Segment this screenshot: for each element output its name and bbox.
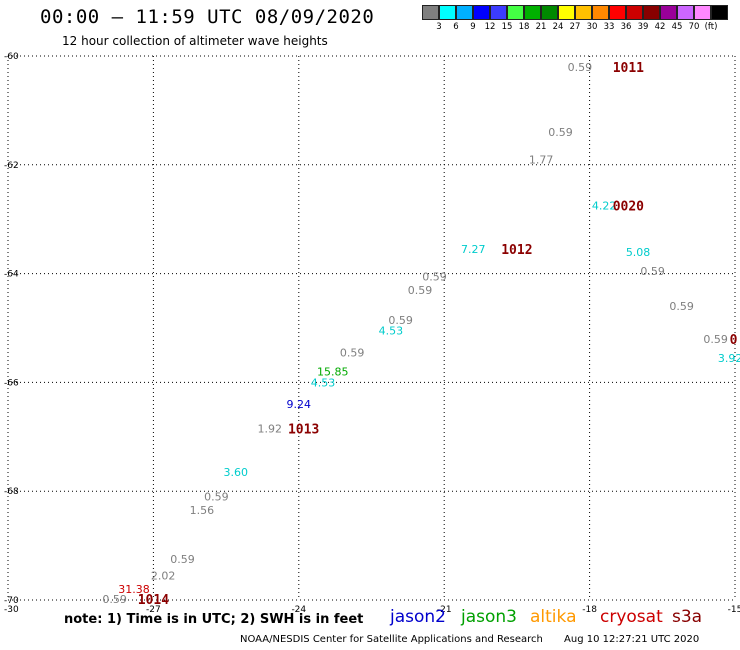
legend-swatch <box>592 5 609 20</box>
x-tick-label: -24 <box>291 605 306 615</box>
legend-labels: 3 6 9 12 15 18 21 24 27 30 33 36 39 42 45 70 (ft) <box>422 20 728 34</box>
pressure-label: 1014 <box>138 593 169 608</box>
legend-label: 39 <box>637 22 649 32</box>
pressure-label: 0 <box>730 333 738 348</box>
wave-height-label: 4.22 <box>592 200 617 213</box>
satellite-s3a: s3a <box>672 607 703 627</box>
wave-height-label: 5.08 <box>626 246 651 259</box>
footer: NOAA/NESDIS Center for Satellite Applica… <box>240 634 699 645</box>
x-tick-label: -18 <box>582 605 597 615</box>
y-tick-label: -62 <box>4 161 19 171</box>
legend-swatch <box>439 5 456 20</box>
pressure-label: 0020 <box>613 200 644 215</box>
legend-label: 12 <box>484 22 496 32</box>
legend-swatch <box>507 5 524 20</box>
wave-height-label: 0.59 <box>640 265 665 278</box>
legend-swatch <box>660 5 677 20</box>
wave-height-label: 0.59 <box>170 553 195 566</box>
pressure-label: 1011 <box>613 61 644 76</box>
legend-label: 45 <box>671 22 683 32</box>
legend-swatch <box>694 5 711 20</box>
x-tick-label: -15 <box>728 605 740 615</box>
wave-height-label: 1.92 <box>257 423 282 436</box>
map-title: 00:00 — 11:59 UTC 08/09/2020 <box>40 6 375 28</box>
legend-swatch <box>422 5 439 20</box>
y-tick-label: -66 <box>4 378 19 388</box>
y-tick-label: -70 <box>4 596 19 606</box>
legend-label: 15 <box>501 22 513 32</box>
legend-swatch <box>558 5 575 20</box>
legend-label: 33 <box>603 22 615 32</box>
wave-height-label: 2.02 <box>151 570 176 583</box>
legend-label: (ft) <box>704 22 718 32</box>
wave-height-label: 9.24 <box>287 398 312 411</box>
legend-swatch <box>711 5 728 20</box>
legend-label: 9 <box>470 22 476 32</box>
x-tick-label: -27 <box>146 605 161 615</box>
legend-swatch <box>575 5 592 20</box>
wave-height-label: 0.59 <box>102 593 127 606</box>
satellite-cryosat: cryosat <box>600 607 663 627</box>
legend-swatch <box>643 5 660 20</box>
wave-height-label: 0.59 <box>388 314 413 327</box>
legend-label: 3 <box>436 22 442 32</box>
legend-label: 36 <box>620 22 632 32</box>
wave-height-label: 0.59 <box>340 346 365 359</box>
satellite-jason3: jason3 <box>461 607 517 627</box>
wave-height-label: 4.53 <box>311 376 336 389</box>
wave-height-label: 3.60 <box>224 466 249 479</box>
wave-height-label: 0.59 <box>204 491 229 504</box>
pressure-label: 1012 <box>501 243 532 258</box>
wave-height-label: 15.85 <box>317 366 349 379</box>
satellite-jason2: jason2 <box>390 607 446 627</box>
legend-swatches <box>422 5 728 20</box>
footer-timestamp: Aug 10 12:27:21 UTC 2020 <box>564 634 700 645</box>
legend-label: 30 <box>586 22 598 32</box>
y-tick-label: -68 <box>4 487 19 497</box>
wave-height-label: 1.77 <box>529 153 554 166</box>
wave-height-label: 0.59 <box>703 333 728 346</box>
legend-swatch <box>473 5 490 20</box>
legend-label: 27 <box>569 22 581 32</box>
legend-swatch <box>524 5 541 20</box>
legend-swatch <box>456 5 473 20</box>
wave-height-label: 0.59 <box>669 300 694 313</box>
satellite-altika: altika <box>530 607 577 627</box>
legend-label: 24 <box>552 22 564 32</box>
legend-label: 6 <box>453 22 459 32</box>
wave-height-label: 7.27 <box>461 243 486 256</box>
legend-swatch <box>626 5 643 20</box>
x-tick-label: -21 <box>437 605 452 615</box>
wave-height-label: 4.53 <box>379 325 404 338</box>
wave-height-label: 0.59 <box>568 61 593 74</box>
wave-height-label: 0.59 <box>408 284 433 297</box>
y-tick-label: -60 <box>4 52 19 62</box>
corner-label: -30 <box>4 605 19 615</box>
wave-height-label: 31.38 <box>118 583 150 596</box>
color-scale-legend: 3 6 9 12 15 18 21 24 27 30 33 36 39 42 45 70 (ft) <box>422 5 728 34</box>
legend-label: 21 <box>535 22 547 32</box>
legend-swatch <box>677 5 694 20</box>
legend-swatch <box>541 5 558 20</box>
note-text: note: 1) Time is in UTC; 2) SWH is in fe… <box>64 612 364 627</box>
wave-height-label: 0.59 <box>422 270 447 283</box>
map-subtitle: 12 hour collection of altimeter wave hei… <box>62 34 328 48</box>
legend-label: 42 <box>654 22 666 32</box>
pressure-label: 1013 <box>288 423 319 438</box>
y-tick-label: -64 <box>4 270 19 280</box>
legend-label: 70 <box>688 22 700 32</box>
legend-label: 18 <box>518 22 530 32</box>
wave-height-label: 3.92 <box>718 352 740 365</box>
legend-swatch <box>490 5 507 20</box>
footer-agency: NOAA/NESDIS Center for Satellite Applica… <box>240 634 543 645</box>
legend-swatch <box>609 5 626 20</box>
wave-height-label: 1.56 <box>190 504 215 517</box>
wave-height-label: 0.59 <box>548 126 573 139</box>
